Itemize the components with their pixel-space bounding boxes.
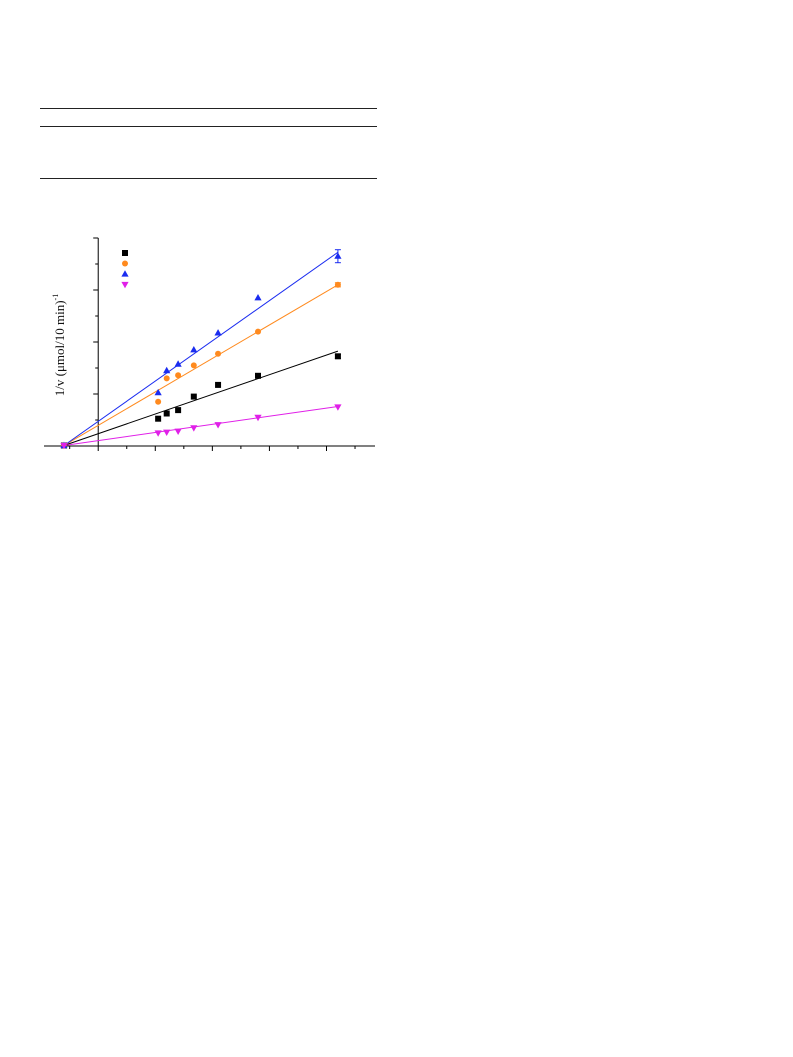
y-axis-label-exponent: -1: [51, 294, 60, 301]
series-1-point: [255, 372, 262, 379]
data-points: [60, 249, 342, 450]
series-2-point: [190, 362, 197, 369]
fit-line-1: [63, 350, 339, 446]
legend: [121, 250, 129, 289]
series-1-point: [334, 353, 341, 360]
legend-marker-4: [121, 281, 129, 289]
series-2-point: [334, 281, 341, 288]
series-4-point: [154, 430, 162, 437]
fit-line-4: [63, 405, 338, 446]
series-3-point: [163, 366, 171, 374]
series-1-point: [190, 393, 197, 400]
series-2-point: [155, 398, 162, 405]
series-1-point: [155, 415, 162, 422]
series-2-point: [255, 328, 262, 335]
fit-line-2: [63, 284, 339, 446]
fit-lines: [63, 251, 339, 446]
series-1-point: [175, 407, 182, 414]
series-2-point: [175, 372, 182, 379]
table-bottom-rule: [40, 178, 377, 179]
series-4-point: [334, 404, 342, 411]
series-1-point: [215, 381, 222, 388]
series-4-point: [254, 414, 262, 422]
legend-marker-2: [122, 260, 128, 267]
axes: [44, 237, 375, 451]
y-axis-label: 1/v (μmol/10 min)-1: [51, 294, 67, 396]
svg-text:1/v (μmol/10 min)-1: 1/v (μmol/10 min)-1: [51, 294, 67, 396]
series-2-point: [215, 350, 222, 357]
series-3-point: [174, 360, 182, 367]
series-3-point: [334, 252, 342, 259]
legend-marker-1: [122, 250, 128, 256]
series-3-point: [154, 388, 162, 396]
table-top-rule: [40, 108, 377, 109]
series-1-point: [163, 410, 170, 417]
series-4-point: [60, 442, 68, 450]
series-3-point: [254, 294, 262, 301]
table-header-rule: [40, 126, 377, 127]
series-3-point: [190, 346, 198, 353]
series-3-point: [214, 329, 222, 336]
series-4-point: [214, 422, 222, 429]
series-2-point: [163, 375, 170, 382]
y-axis-label-text: 1/v (μmol/10 min): [52, 300, 67, 396]
legend-marker-3: [121, 270, 129, 277]
series-4-point: [163, 429, 171, 437]
fit-line-3: [63, 251, 339, 446]
series-4-point: [174, 428, 182, 435]
series-4-point: [190, 425, 198, 432]
